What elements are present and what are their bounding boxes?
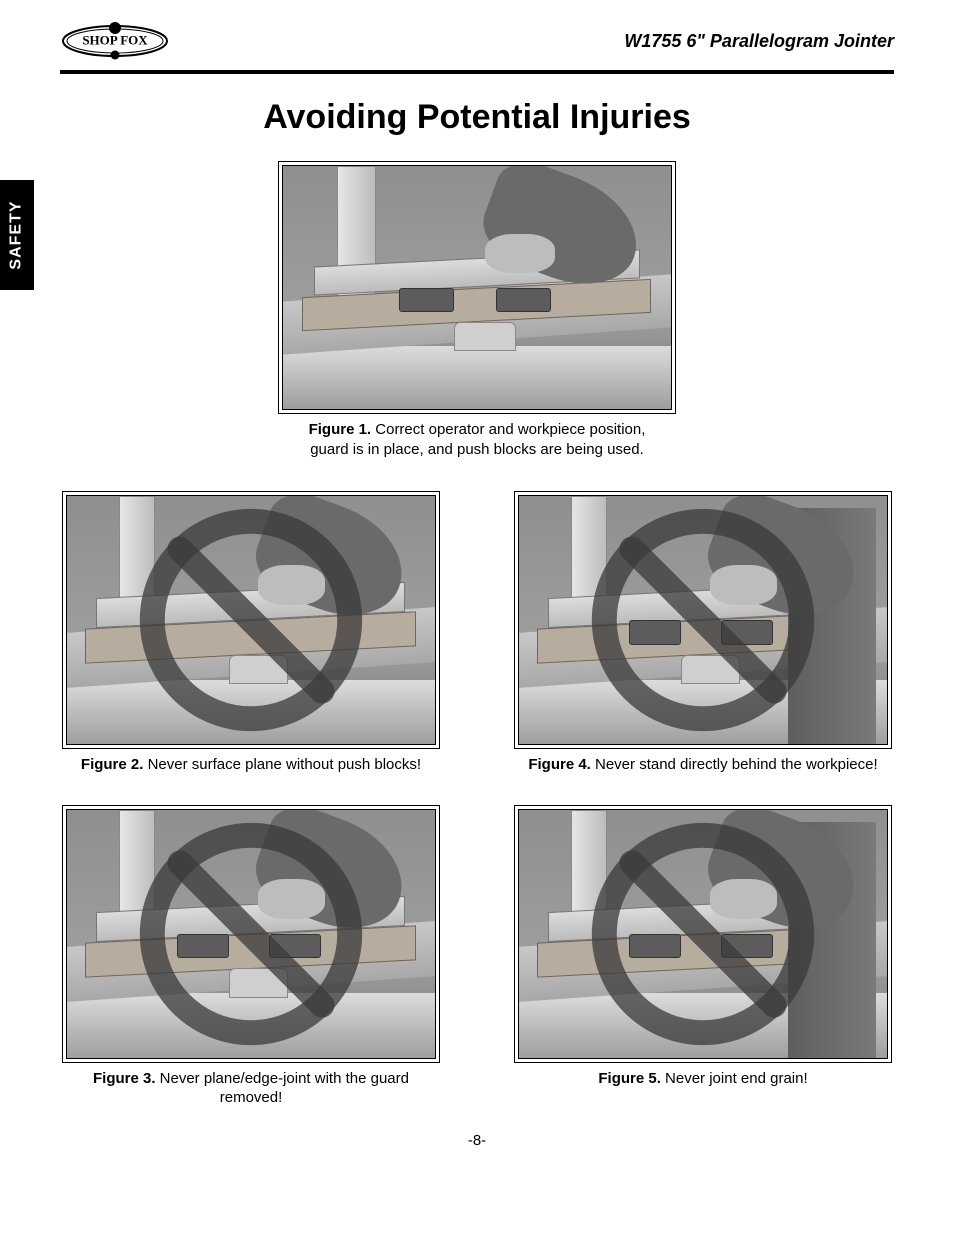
fig2: Figure 2. Never surface plane without pu… [66, 495, 436, 775]
fig5-caption: Figure 5. Never joint end grain! [598, 1069, 807, 1089]
fig4-image [518, 495, 888, 745]
fig5-label: Figure 5. [598, 1070, 661, 1087]
figure-1-label: Figure 1. [309, 421, 372, 438]
fig4-label: Figure 4. [528, 756, 591, 773]
brand-logo: SHOP FOX [60, 20, 170, 62]
fig3-image [66, 809, 436, 1059]
fig4-caption-text: Never stand directly behind the workpiec… [591, 756, 878, 773]
fig2-caption: Figure 2. Never surface plane without pu… [81, 755, 421, 775]
fig2-label: Figure 2. [81, 756, 144, 773]
fig3: Figure 3. Never plane/edge-joint with th… [66, 809, 436, 1108]
page-header: SHOP FOX W1755 6" Parallelogram Jointer [60, 20, 894, 68]
fig3-caption: Figure 3. Never plane/edge-joint with th… [66, 1069, 436, 1108]
figure-1-image [282, 165, 672, 410]
fig4: Figure 4. Never stand directly behind th… [518, 495, 888, 775]
brand-logo-text: SHOP FOX [82, 33, 148, 48]
fig4-caption: Figure 4. Never stand directly behind th… [528, 755, 877, 775]
section-tab-safety: SAFETY [0, 180, 34, 290]
page-title: Avoiding Potential Injuries [60, 98, 894, 137]
fig2-image [66, 495, 436, 745]
fig5: Figure 5. Never joint end grain! [518, 809, 888, 1108]
figure-1: Figure 1. Correct operator and workpiece… [282, 165, 672, 459]
fig2-caption-text: Never surface plane without push blocks! [143, 756, 421, 773]
fig3-caption-text: Never plane/edge-joint with the guard re… [156, 1070, 410, 1107]
fig5-caption-text: Never joint end grain! [661, 1070, 808, 1087]
section-tab-label: SAFETY [8, 200, 26, 269]
header-rule [60, 70, 894, 74]
model-name: W1755 6" Parallelogram Jointer [624, 31, 894, 52]
page-number: -8- [60, 1132, 894, 1149]
figure-grid: Figure 2. Never surface plane without pu… [60, 495, 894, 1108]
fig3-label: Figure 3. [93, 1070, 156, 1087]
figure-1-caption: Figure 1. Correct operator and workpiece… [292, 420, 662, 459]
fig5-image [518, 809, 888, 1059]
